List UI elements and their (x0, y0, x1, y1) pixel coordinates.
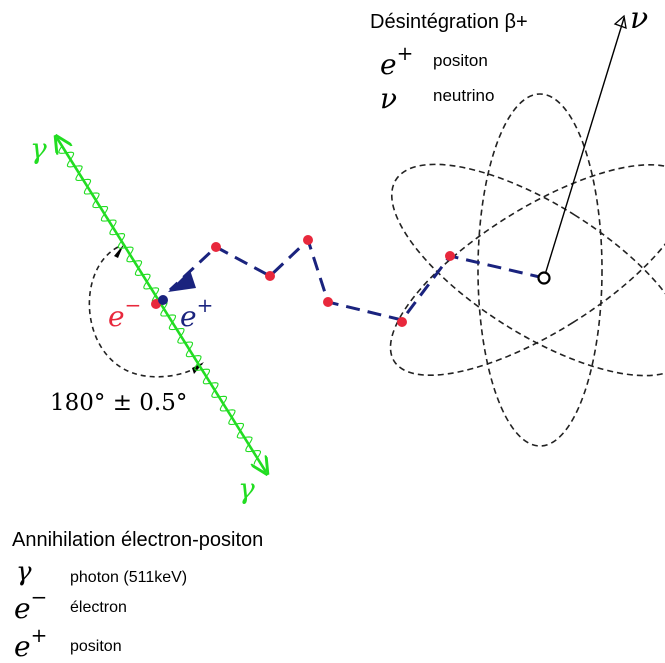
nucleus (539, 273, 550, 284)
electron-dot (265, 271, 275, 281)
angle-label: 180° ± 0.5° (50, 390, 187, 416)
electron-dot (303, 235, 313, 245)
legend-electron-label: électron (70, 599, 127, 616)
legend-neutrino-symbol: ν (380, 82, 397, 115)
electron-dots (211, 235, 455, 327)
electron-dot (397, 317, 407, 327)
electron-dot (323, 297, 333, 307)
legend-photon-symbol: γ (16, 557, 32, 587)
electron-label: e− (108, 293, 141, 333)
legend-positon-label: positon (433, 51, 488, 70)
gamma-label-bottom: γ (238, 472, 255, 505)
legend-beta-title: Désintégration β+ (370, 11, 528, 33)
neutrino-label: ν (630, 1, 648, 36)
neutrino-track (544, 16, 626, 278)
photon-gamma-rays (57, 138, 266, 472)
photon-axis (57, 138, 266, 472)
legend-annihilation: Annihilation électron-positon γ photon (… (12, 529, 263, 663)
positron-arrowhead (168, 270, 196, 292)
positron-label: e+ (180, 293, 213, 333)
legend-positon-symbol: e+ (380, 41, 413, 81)
positron-annihilation-dot (158, 295, 168, 305)
legend-electron-symbol: e− (14, 585, 47, 625)
electron-dot (445, 251, 455, 261)
legend-annihilation-title: Annihilation électron-positon (12, 529, 263, 551)
electron-dot (211, 242, 221, 252)
legend-neutrino-label: neutrino (433, 86, 494, 105)
legend-positon-symbol-bottom: e+ (14, 623, 47, 663)
legend-photon-label: photon (511keV) (70, 569, 187, 586)
orbit-vertical (478, 94, 602, 446)
legend-positon-label-bottom: positon (70, 638, 122, 655)
gamma-label-top: γ (30, 132, 47, 165)
legend-beta-decay: Désintégration β+ e+ positon ν neutrino (370, 11, 528, 115)
neutrino-arrowhead (615, 16, 626, 28)
positron-path (168, 240, 544, 320)
